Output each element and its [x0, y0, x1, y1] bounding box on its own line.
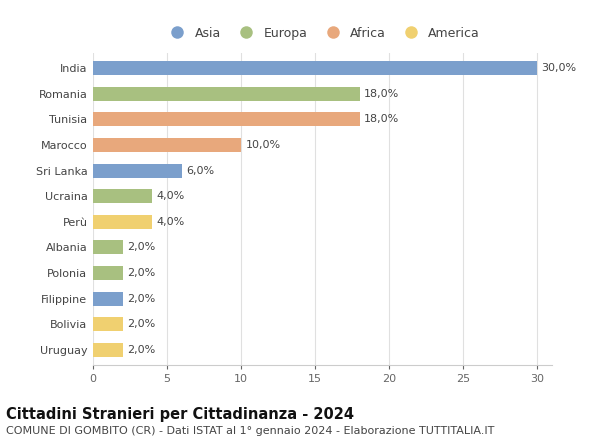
Bar: [93, 112, 359, 126]
Text: 2,0%: 2,0%: [127, 345, 155, 355]
Text: 18,0%: 18,0%: [364, 114, 399, 125]
Bar: [93, 240, 122, 254]
Legend: Asia, Europa, Africa, America: Asia, Europa, Africa, America: [160, 22, 485, 44]
Text: 2,0%: 2,0%: [127, 293, 155, 304]
Text: 6,0%: 6,0%: [186, 165, 214, 176]
Bar: [93, 138, 241, 152]
Bar: [93, 292, 122, 306]
Bar: [93, 61, 537, 75]
Text: 2,0%: 2,0%: [127, 242, 155, 253]
Bar: [93, 343, 122, 357]
Bar: [93, 87, 359, 101]
Bar: [93, 164, 182, 178]
Text: 2,0%: 2,0%: [127, 319, 155, 329]
Text: 4,0%: 4,0%: [157, 191, 185, 201]
Text: 18,0%: 18,0%: [364, 89, 399, 99]
Text: COMUNE DI GOMBITO (CR) - Dati ISTAT al 1° gennaio 2024 - Elaborazione TUTTITALIA: COMUNE DI GOMBITO (CR) - Dati ISTAT al 1…: [6, 426, 494, 436]
Text: Cittadini Stranieri per Cittadinanza - 2024: Cittadini Stranieri per Cittadinanza - 2…: [6, 407, 354, 422]
Text: 30,0%: 30,0%: [542, 63, 577, 73]
Text: 10,0%: 10,0%: [245, 140, 281, 150]
Text: 2,0%: 2,0%: [127, 268, 155, 278]
Bar: [93, 215, 152, 229]
Bar: [93, 317, 122, 331]
Bar: [93, 189, 152, 203]
Text: 4,0%: 4,0%: [157, 217, 185, 227]
Bar: [93, 266, 122, 280]
